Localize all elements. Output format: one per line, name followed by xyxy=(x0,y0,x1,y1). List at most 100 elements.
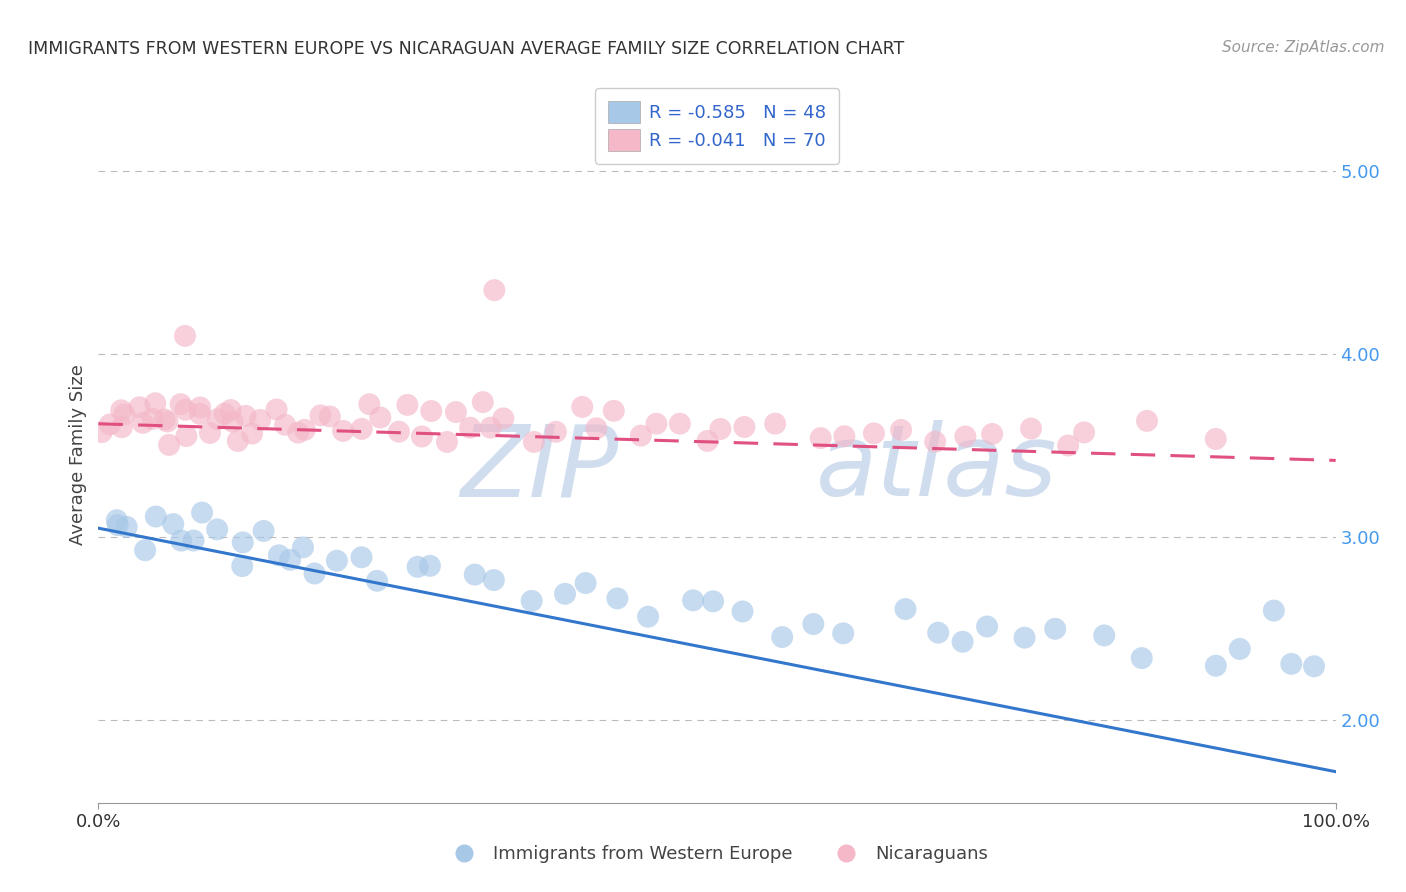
Text: IMMIGRANTS FROM WESTERN EUROPE VS NICARAGUAN AVERAGE FAMILY SIZE CORRELATION CHA: IMMIGRANTS FROM WESTERN EUROPE VS NICARA… xyxy=(28,40,904,58)
Point xyxy=(606,591,628,606)
Point xyxy=(603,404,626,418)
Point xyxy=(188,407,211,421)
Point xyxy=(145,509,167,524)
Point xyxy=(332,424,354,438)
Point xyxy=(1043,622,1066,636)
Point xyxy=(952,634,974,648)
Point xyxy=(278,553,301,567)
Text: ZIP: ZIP xyxy=(460,420,619,517)
Point xyxy=(169,397,191,411)
Point xyxy=(368,410,391,425)
Point xyxy=(924,434,946,449)
Point xyxy=(240,426,263,441)
Point xyxy=(157,438,180,452)
Point xyxy=(292,541,315,555)
Point xyxy=(114,407,136,421)
Point xyxy=(637,609,659,624)
Point xyxy=(484,283,506,297)
Point xyxy=(134,543,156,558)
Point xyxy=(1014,631,1036,645)
Point xyxy=(894,602,917,616)
Point xyxy=(188,401,211,415)
Point xyxy=(890,423,912,437)
Point xyxy=(90,425,112,439)
Point xyxy=(420,404,443,418)
Point xyxy=(1279,657,1302,671)
Point xyxy=(235,409,257,423)
Point xyxy=(1057,438,1080,452)
Point xyxy=(107,518,129,533)
Point xyxy=(176,429,198,443)
Point xyxy=(128,401,150,415)
Point xyxy=(153,412,176,426)
Point xyxy=(682,593,704,607)
Point xyxy=(479,420,502,434)
Point xyxy=(927,625,949,640)
Point xyxy=(731,604,754,618)
Point xyxy=(834,429,856,443)
Point xyxy=(287,425,309,440)
Point xyxy=(571,400,593,414)
Point xyxy=(198,425,221,440)
Point xyxy=(115,520,138,534)
Point xyxy=(232,535,254,549)
Point xyxy=(98,417,121,432)
Point xyxy=(471,395,494,409)
Point xyxy=(226,434,249,448)
Point xyxy=(132,416,155,430)
Point xyxy=(142,412,165,426)
Point xyxy=(444,405,467,419)
Point xyxy=(492,411,515,425)
Point xyxy=(350,550,373,565)
Point xyxy=(436,434,458,449)
Point xyxy=(832,626,855,640)
Point xyxy=(702,594,724,608)
Point xyxy=(419,558,441,573)
Point xyxy=(111,420,134,434)
Point xyxy=(696,434,718,448)
Point xyxy=(222,415,245,429)
Point xyxy=(801,617,824,632)
Point xyxy=(231,559,253,574)
Point xyxy=(669,417,692,431)
Point xyxy=(482,573,505,587)
Point xyxy=(464,567,486,582)
Point xyxy=(544,425,567,439)
Point xyxy=(174,402,197,417)
Point xyxy=(1205,432,1227,446)
Point xyxy=(143,396,166,410)
Point xyxy=(156,414,179,428)
Text: atlas: atlas xyxy=(815,420,1057,517)
Point xyxy=(249,413,271,427)
Point xyxy=(183,533,205,548)
Point xyxy=(304,566,326,581)
Point xyxy=(733,420,755,434)
Point xyxy=(520,594,543,608)
Point xyxy=(709,422,731,436)
Point xyxy=(1073,425,1095,440)
Y-axis label: Average Family Size: Average Family Size xyxy=(69,365,87,545)
Point xyxy=(630,428,652,442)
Point xyxy=(110,403,132,417)
Point xyxy=(810,431,832,445)
Point xyxy=(174,329,197,343)
Point xyxy=(1303,659,1326,673)
Point xyxy=(162,517,184,532)
Point xyxy=(523,434,546,449)
Point xyxy=(191,506,214,520)
Point xyxy=(214,407,236,421)
Point xyxy=(955,429,977,443)
Point xyxy=(981,427,1004,442)
Point xyxy=(645,417,668,431)
Point xyxy=(105,513,128,527)
Point xyxy=(266,402,288,417)
Point xyxy=(274,417,297,432)
Point xyxy=(319,409,342,424)
Point xyxy=(458,420,481,434)
Point xyxy=(1130,651,1153,665)
Point xyxy=(170,533,193,548)
Point xyxy=(1229,641,1251,656)
Point xyxy=(207,412,229,426)
Point xyxy=(406,559,429,574)
Point xyxy=(863,426,886,441)
